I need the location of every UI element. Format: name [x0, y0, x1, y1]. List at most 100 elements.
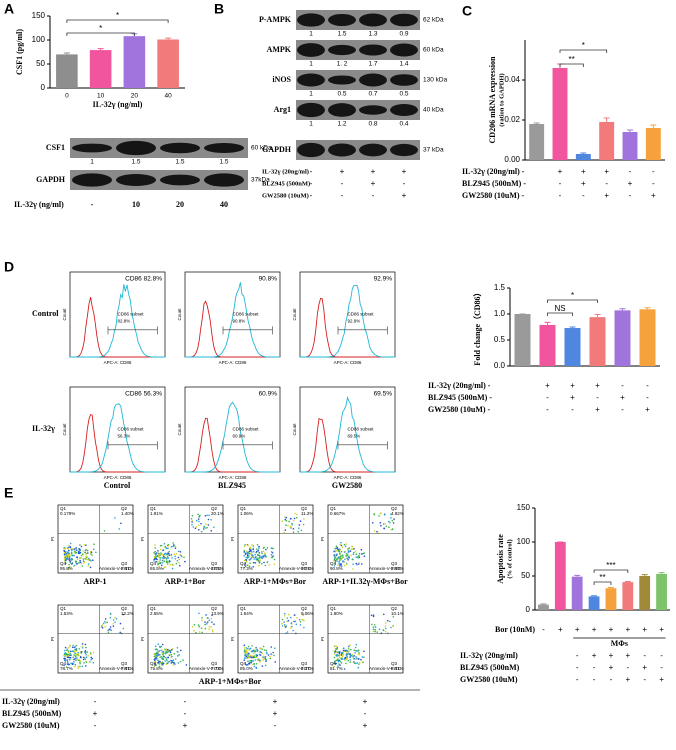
quadrant-name: Q3: [301, 561, 308, 566]
event-dot: [170, 653, 172, 656]
event-dot: [67, 663, 70, 665]
event-dot: [81, 565, 84, 567]
error-bar: [658, 572, 665, 574]
event-dot: [204, 627, 207, 630]
quadrant-value: 7.61%: [121, 666, 134, 671]
band-quant: 0.9: [399, 31, 408, 38]
event-dot: [245, 556, 248, 559]
treatment-name: IL-32γ (20ng/ml): [460, 651, 518, 660]
event-dot: [122, 613, 125, 616]
event-dot: [352, 558, 354, 561]
treatment-name: Bor (10nM): [495, 625, 535, 634]
event-dot: [197, 518, 200, 520]
treatment-sign: +: [545, 381, 550, 390]
quadrant-name: Q3: [211, 661, 218, 666]
band-quant: 1.4: [399, 61, 408, 68]
flow-y-axis: PI: [320, 537, 325, 541]
treatment-sign: -: [626, 663, 629, 672]
event-dot: [265, 649, 268, 652]
event-dot: [77, 552, 80, 555]
error-bar: [644, 307, 651, 310]
bar: [645, 128, 661, 160]
event-dot: [353, 661, 355, 663]
treatment-sign: +: [642, 663, 647, 672]
event-dot: [164, 660, 166, 662]
event-dot: [155, 657, 158, 659]
event-dot: [339, 651, 341, 653]
event-dot: [338, 652, 341, 655]
event-dot: [263, 555, 265, 557]
gate-label: CD86 subset: [233, 312, 260, 317]
event-dot: [339, 565, 341, 567]
treatment-sign: +: [340, 167, 345, 176]
blot-band: [328, 103, 356, 117]
blot-band: [297, 102, 325, 118]
flow-y-axis: Count: [292, 423, 297, 436]
band-quant: 1: [309, 91, 313, 98]
event-dot: [391, 519, 394, 522]
event-dot: [159, 559, 161, 561]
event-dot: [191, 625, 194, 628]
gate-label: CD86 subset: [348, 427, 375, 432]
blot-band: [328, 143, 356, 157]
event-dot: [273, 654, 275, 657]
event-dot: [255, 667, 258, 669]
event-dot: [101, 624, 104, 626]
event-dot: [167, 547, 169, 550]
event-dot: [258, 552, 261, 554]
event-dot: [179, 660, 182, 663]
event-dot: [248, 649, 250, 651]
event-dot: [65, 554, 67, 556]
event-dot: [250, 661, 253, 664]
event-dot: [110, 629, 112, 631]
quadrant-name: Q3: [391, 661, 398, 666]
quadrant-value: 9.06%: [301, 611, 314, 616]
bar: [639, 576, 651, 610]
event-dot: [173, 544, 175, 546]
y-axis-label: Fold change（CD86）: [472, 288, 482, 365]
event-dot: [340, 565, 343, 567]
event-dot: [76, 658, 79, 661]
event-dot: [159, 554, 161, 556]
event-dot: [247, 544, 249, 547]
event-dot: [358, 554, 360, 557]
event-dot: [248, 550, 251, 553]
quadrant-value: 12.2%: [121, 611, 134, 616]
event-dot: [171, 567, 174, 570]
event-dot: [392, 616, 395, 618]
flow-plot-frame: [327, 504, 404, 574]
event-dot: [345, 662, 347, 665]
event-dot: [292, 528, 295, 530]
event-dot: [191, 524, 193, 526]
event-dot: [191, 515, 194, 517]
event-dot: [213, 623, 215, 625]
treatment-sign: +: [371, 179, 376, 188]
event-dot: [207, 621, 209, 623]
event-dot: [243, 649, 246, 651]
quadrant-value: 77.3%: [240, 566, 253, 571]
column-label: GW2580: [332, 481, 362, 490]
event-dot: [159, 548, 162, 551]
event-dot: [356, 563, 358, 566]
event-dot: [84, 651, 86, 653]
event-dot: [71, 563, 73, 565]
blot-band: [203, 173, 245, 187]
event-dot: [291, 623, 293, 625]
event-dot: [158, 553, 160, 556]
event-dot: [109, 626, 112, 628]
bar: [589, 317, 606, 366]
event-dot: [273, 558, 276, 561]
event-dot: [203, 525, 205, 528]
event-dot: [84, 551, 87, 554]
event-dot: [154, 659, 156, 661]
event-dot: [161, 562, 163, 564]
gate-line: [222, 441, 273, 450]
band-quant: 0.8: [368, 121, 377, 128]
flow-y-axis: Count: [292, 308, 297, 321]
bottom-label: ARP-1+MΦs+Bor: [199, 677, 262, 686]
event-dot: [208, 625, 211, 628]
event-dot: [198, 612, 200, 615]
quadrant-name: Q4: [240, 661, 247, 666]
event-dot: [157, 652, 159, 655]
event-dot: [376, 530, 378, 533]
